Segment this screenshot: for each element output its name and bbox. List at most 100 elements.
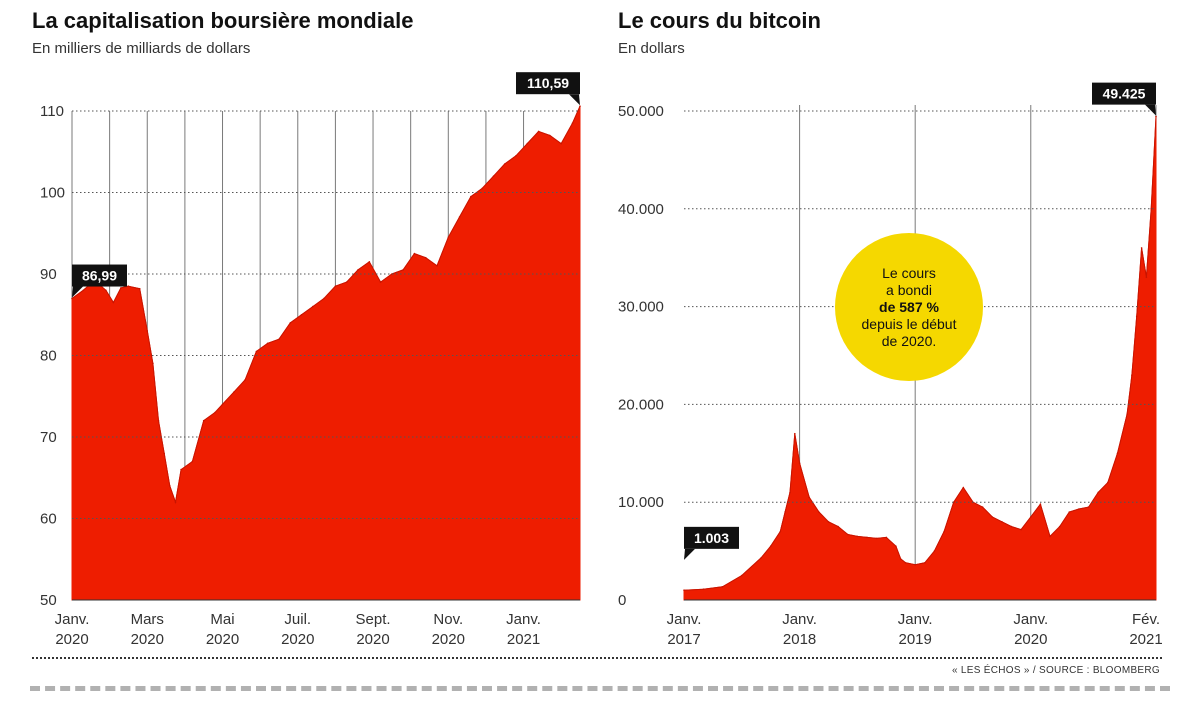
data-point xyxy=(818,511,820,513)
data-point xyxy=(436,265,438,267)
x-tick-label: Janv. xyxy=(506,611,541,628)
data-point xyxy=(300,314,303,316)
series-line xyxy=(683,116,1157,591)
chart-title: Le cours du bitcoin xyxy=(618,8,821,33)
data-point xyxy=(537,130,540,133)
data-point xyxy=(571,122,574,124)
data-point xyxy=(503,163,506,165)
data-point xyxy=(202,419,205,422)
data-point xyxy=(779,530,782,533)
x-tick-label: Mai xyxy=(210,611,234,628)
data-point xyxy=(157,419,160,422)
start-callout-label: 86,99 xyxy=(82,268,117,284)
data-point xyxy=(180,468,182,471)
data-point xyxy=(1097,491,1099,494)
data-point xyxy=(1058,525,1061,528)
x-tick-label: Sept. xyxy=(356,611,391,628)
data-point xyxy=(798,462,801,464)
bitcoin-panel: Le cours du bitcoin En dollars 50.000 40.… xyxy=(600,0,1200,660)
data-point xyxy=(1078,508,1080,510)
next-line-fragment xyxy=(30,686,1170,701)
data-point xyxy=(345,281,348,283)
data-point xyxy=(899,558,902,560)
x-tick-label: 2020 xyxy=(131,631,164,648)
data-point xyxy=(721,586,724,588)
data-point xyxy=(233,391,235,394)
end-callout-pointer xyxy=(1145,104,1156,116)
data-point xyxy=(808,496,810,499)
data-point xyxy=(120,287,122,289)
data-point xyxy=(1068,511,1071,513)
start-callout-box xyxy=(684,526,739,549)
y-tick-label: 20.000 xyxy=(618,396,664,413)
market-cap-chart: 110 100 90 80 70 60 50 Janv. 2020 Mars 2020 Mai 2020… xyxy=(40,72,581,648)
x-tick-label: Janv. xyxy=(667,611,702,628)
data-point xyxy=(549,134,551,137)
data-area xyxy=(71,105,581,601)
data-point xyxy=(221,403,224,406)
data-point xyxy=(402,269,404,271)
data-point xyxy=(760,557,762,559)
annotation-line: depuis le début xyxy=(861,315,957,332)
y-tick-label: 70 xyxy=(40,429,57,446)
data-point xyxy=(71,297,73,300)
data-point xyxy=(1020,528,1022,531)
data-point xyxy=(289,322,292,324)
data-point xyxy=(244,379,246,381)
data-point xyxy=(481,187,484,190)
x-tick-label: 2020 xyxy=(206,631,239,648)
end-callout-pointer xyxy=(569,94,580,106)
end-callout-label: 49.425 xyxy=(1103,86,1146,102)
chart-subtitle: En dollars xyxy=(618,40,685,57)
x-tick-label: Janv. xyxy=(55,611,90,628)
y-tick-label: 90 xyxy=(40,266,57,283)
annotation-bubble: Le cours a bondi de 587 % depuis le débu… xyxy=(835,233,983,381)
data-point xyxy=(191,460,194,463)
x-tick-label: 2021 xyxy=(507,631,540,648)
x-tick-label: 2018 xyxy=(783,631,816,648)
annotation-line: a bondi xyxy=(886,281,932,298)
x-tick-label: 2020 xyxy=(356,631,389,648)
data-point xyxy=(784,511,786,513)
chart-subtitle: En milliers de milliards de dollars xyxy=(32,40,251,57)
y-tick-label: 30.000 xyxy=(618,299,664,316)
data-point xyxy=(702,588,705,590)
data-point xyxy=(1049,535,1051,538)
annotation-highlight: de 587 % xyxy=(879,298,939,315)
data-point xyxy=(579,105,581,107)
data-point xyxy=(683,589,685,591)
end-callout-box xyxy=(1092,82,1156,105)
data-point xyxy=(933,550,936,552)
data-point xyxy=(458,216,461,218)
data-point xyxy=(82,289,85,292)
x-tick-label: 2021 xyxy=(1129,631,1162,648)
source-credit: « LES ÉCHOS » / SOURCE : BLOOMBERG xyxy=(951,665,1160,676)
x-tick-label: Fév. xyxy=(1132,611,1160,628)
y-tick-label: 80 xyxy=(40,348,57,365)
data-point xyxy=(1010,525,1013,528)
data-point xyxy=(827,521,830,523)
data-point xyxy=(138,287,141,290)
x-tick-label: Juil. xyxy=(284,611,311,628)
footer-divider xyxy=(32,657,1162,659)
data-point xyxy=(174,501,177,504)
data-point xyxy=(112,301,115,304)
data-point xyxy=(904,562,907,564)
end-callout-label: 110,59 xyxy=(527,75,569,91)
data-point xyxy=(424,256,427,259)
data-point xyxy=(526,142,529,145)
y-tick-label: 50 xyxy=(40,592,57,609)
data-point xyxy=(1150,208,1152,210)
data-point xyxy=(560,142,562,145)
data-point xyxy=(515,155,517,157)
data-point xyxy=(924,562,926,564)
data-point xyxy=(991,516,993,518)
data-point xyxy=(278,338,280,341)
data-point xyxy=(1145,276,1148,279)
x-tick-label: Nov. xyxy=(433,611,463,628)
x-tick-label: 2020 xyxy=(1014,631,1047,648)
x-tick-label: 2020 xyxy=(281,631,314,648)
x-tick-label: 2017 xyxy=(667,631,700,648)
data-point xyxy=(413,252,416,255)
data-point xyxy=(895,545,897,547)
